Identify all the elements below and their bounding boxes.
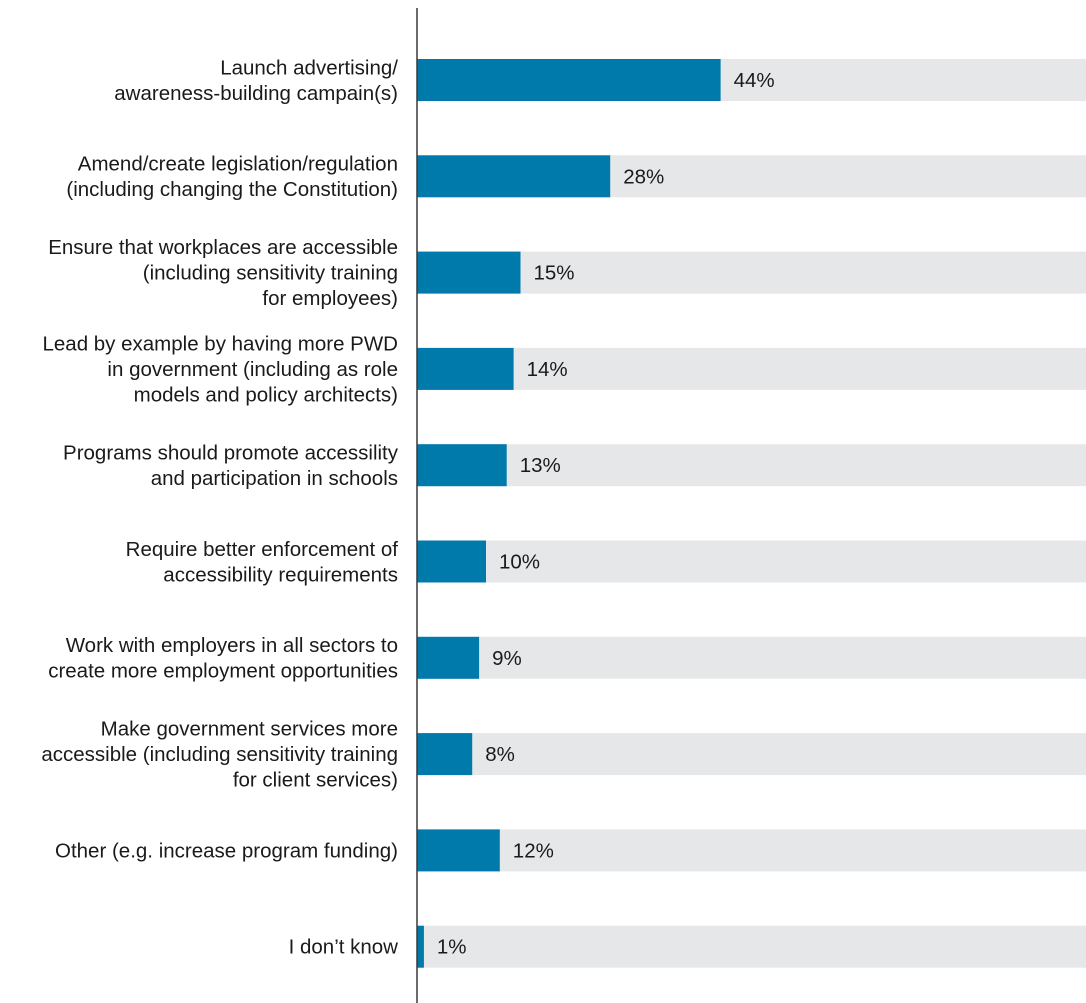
category-label-line: accessibility requirements [163,563,398,586]
bar-track [417,925,1086,968]
category-label-line: Programs should promote accessility [63,441,399,464]
category-label-line: Lead by example by having more PWD [42,332,398,355]
bar-track [417,251,1086,294]
category-label: Launch advertising/awareness-building ca… [114,56,398,105]
bar [417,155,611,198]
category-label-line: models and policy architects) [134,383,398,406]
data-label: 12% [513,839,554,862]
data-label: 13% [520,454,561,477]
bar-track [417,829,1086,872]
category-label: I don’t know [289,936,399,959]
bar-track [417,444,1086,487]
data-label: 15% [534,262,575,285]
category-label-line: accessible (including sensitivity traini… [41,743,398,766]
category-label: Other (e.g. increase program funding) [55,839,398,862]
data-label: 10% [499,551,540,574]
category-label-line: Require better enforcement of [126,538,399,561]
category-label: Ensure that workplaces are accessible (in… [48,236,398,310]
bar [417,925,424,968]
bar [417,444,507,487]
category-label: Make government services more accessible … [41,718,398,792]
category-label-line: I don’t know [289,936,399,959]
category-label-line: (including sensitivity training [143,262,398,285]
data-label: 9% [492,647,522,670]
category-label-line: in government (including as role [107,358,398,381]
category-label-line: Other (e.g. increase program funding) [55,839,398,862]
bar [417,829,500,872]
category-label: Work with employers in all sectors to cre… [48,634,398,683]
category-label-line: for employees) [262,287,398,310]
bar [417,347,514,390]
category-label-line: awareness-building campain(s) [114,82,398,105]
data-label: 8% [485,743,515,766]
category-label: Require better enforcement of accessibili… [126,538,399,587]
bar-track [417,733,1086,776]
bar [417,636,480,679]
category-label-line: for client services) [233,769,398,792]
category-label-line: Make government services more [101,718,398,741]
bar [417,251,521,294]
data-label: 1% [437,936,467,959]
category-label-line: and participation in schools [151,467,398,490]
category-label: Programs should promote accessility and p… [63,441,399,490]
data-label: 28% [623,165,664,188]
data-label: 44% [734,69,775,92]
bar [417,733,473,776]
category-label-line: (including changing the Constitution) [66,178,398,201]
category-label: Amend/create legislation/regulation (incl… [66,153,398,202]
category-label-line: Work with employers in all sectors to [66,634,398,657]
category-label: Lead by example by having more PWD in gov… [42,332,398,406]
category-label-line: Ensure that workplaces are accessible [48,236,398,259]
bar [417,59,721,101]
category-label-line: Launch advertising/ [220,56,398,79]
category-label-line: create more employment opportunities [48,660,398,683]
bar-track [417,636,1086,679]
data-label: 14% [527,358,568,381]
bar [417,540,486,583]
bar-track [417,347,1086,390]
category-label-line: Amend/create legislation/regulation [78,153,398,176]
bar-track [417,540,1086,583]
